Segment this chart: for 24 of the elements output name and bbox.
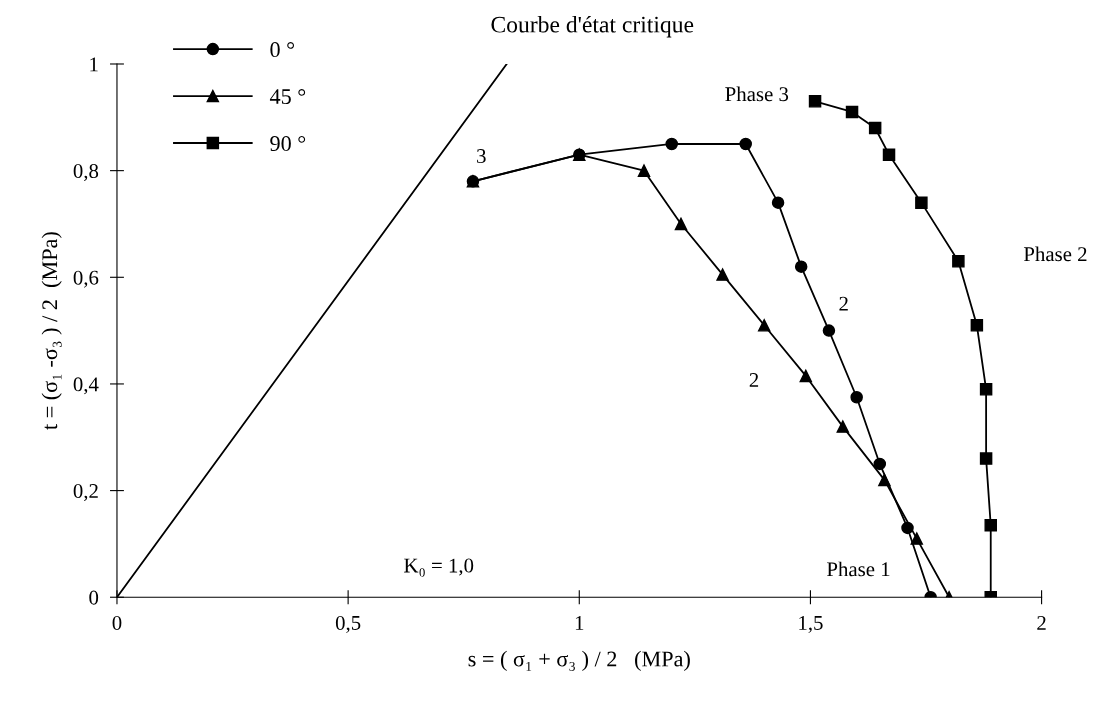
x-tick-label: 0: [112, 615, 122, 630]
x-tick-label: 1: [575, 616, 584, 630]
x-tick-label: 1,5: [799, 616, 823, 633]
y-axis-title: t = (σ₁ -σ₃ ) / 2 (MPa): [41, 232, 62, 430]
y-tick-label: 1: [90, 57, 98, 72]
y-tick-label: 0,2: [73, 483, 98, 502]
annotation: Phase 3: [725, 86, 789, 102]
legend-label: 0 °: [270, 42, 294, 58]
y-tick-label: 0: [89, 590, 99, 605]
legend-label: 90 °: [270, 136, 306, 152]
y-tick-label: 0,8: [73, 164, 99, 182]
annotation: 3: [477, 149, 486, 164]
annotation: K₀ = 1,0: [404, 558, 474, 577]
x-axis-title: s = ( σ₁ + σ₃ ) / 2 (MPa): [468, 650, 690, 672]
annotation: 2: [839, 296, 848, 311]
legend-label: 45 °: [269, 89, 306, 105]
y-tick-label: 0,4: [73, 377, 99, 395]
annotation: Phase 1: [827, 561, 890, 577]
x-tick-label: 2: [1037, 615, 1046, 630]
annotation: 2: [749, 373, 759, 387]
y-tick-label: 0,6: [73, 270, 99, 288]
x-tick-label: 0,5: [335, 615, 361, 633]
text: Courbe d'état critique: [491, 15, 694, 38]
annotation: Phase 2: [1023, 246, 1087, 262]
